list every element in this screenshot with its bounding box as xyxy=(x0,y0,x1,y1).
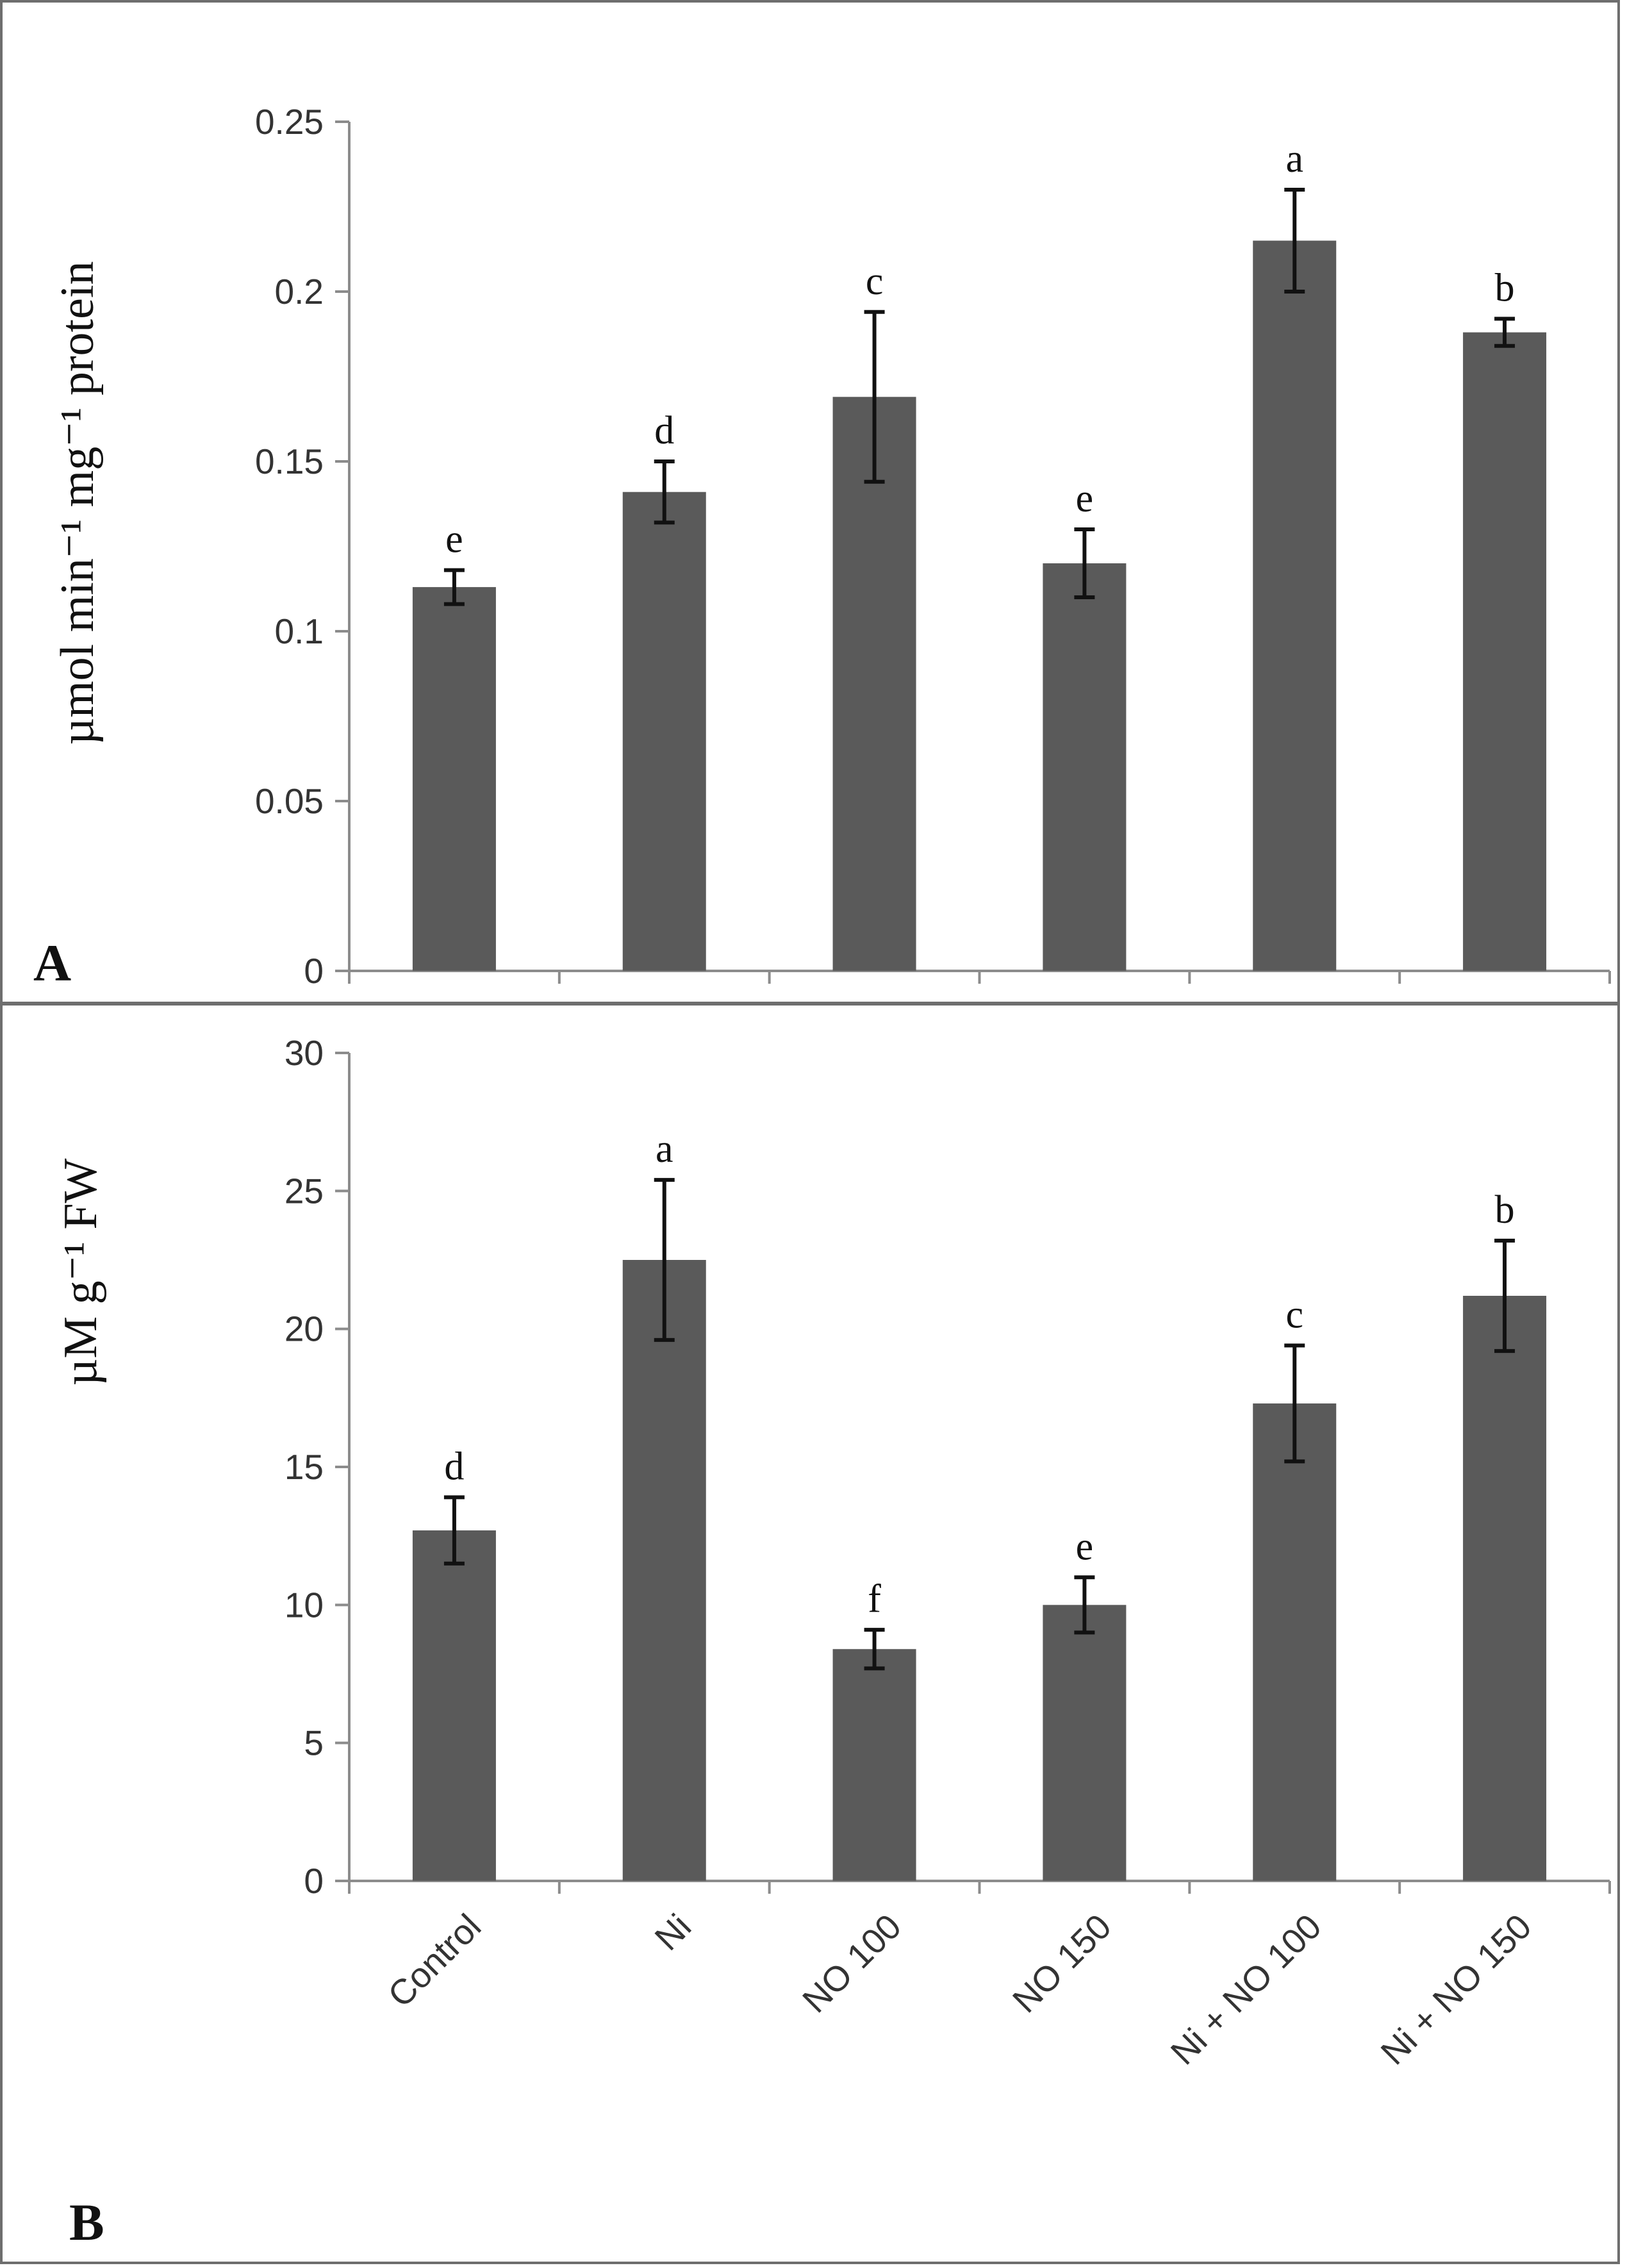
panel-a-y-tick-label: 0.15 xyxy=(255,442,324,481)
panel-a-error-bar xyxy=(864,310,885,484)
panel-b-y-tick-label: 15 xyxy=(285,1447,324,1487)
panel-b-significance-label: a xyxy=(656,1127,673,1171)
panel-a-y-tick-label: 0.25 xyxy=(255,102,324,142)
panel-a-error-bar xyxy=(1494,317,1515,348)
panel-b-bar xyxy=(832,1649,916,1881)
panel-b-y-tick-label: 0 xyxy=(304,1861,324,1901)
panel-b-y-axis-label: µM g⁻¹ FW xyxy=(54,1159,107,1386)
panel-a-error-bar xyxy=(443,568,465,606)
panel-b-error-bar xyxy=(443,1495,465,1566)
panel-a-frame xyxy=(0,0,1620,1004)
panel-a-label: A xyxy=(33,934,71,992)
panel-b-y-tick-label: 10 xyxy=(285,1585,324,1625)
panel-a-bar xyxy=(1043,563,1127,971)
panel-b-error-bar xyxy=(1074,1575,1095,1635)
panel-a: 0 0.05 0.1 0.15 0.2 0.25 e d c e a b µmol min⁻¹ mg⁻… xyxy=(0,0,1620,1004)
panel-b-y-tick-label: 30 xyxy=(285,1033,324,1073)
panel-a-significance-label: c xyxy=(866,260,884,303)
panel-b-y-tick-label: 25 xyxy=(285,1171,324,1211)
panel-a-y-tick-label: 0.2 xyxy=(275,272,324,311)
panel-b-bar xyxy=(1253,1403,1337,1881)
panel-b-frame xyxy=(0,1003,1620,2264)
panel-b-bar xyxy=(1463,1295,1547,1881)
panel-b-bar xyxy=(1043,1605,1127,1881)
panel-a-significance-label: e xyxy=(445,518,463,561)
panel-a-error-bar xyxy=(1284,188,1305,294)
panel-a-error-bar xyxy=(654,459,675,525)
panel-a-bar xyxy=(1253,240,1337,971)
panel-b-significance-label: f xyxy=(868,1577,881,1621)
panel-a-bar xyxy=(412,587,496,971)
panel-a-significance-label: e xyxy=(1076,477,1094,520)
panel-b-error-bar xyxy=(654,1178,675,1342)
panel-b-error-bar xyxy=(1284,1343,1305,1464)
panel-b-bar xyxy=(622,1260,706,1881)
panel-a-significance-label: a xyxy=(1285,137,1303,181)
panel-a-bar xyxy=(832,397,916,971)
panel-a-plot: 0 0.05 0.1 0.15 0.2 0.25 e d c e a b xyxy=(255,102,1611,991)
panel-b-bar xyxy=(412,1530,496,1881)
panel-a-error-bar xyxy=(1074,527,1095,599)
panel-a-y-tick-label: 0.05 xyxy=(255,781,324,821)
panel-b-significance-label: d xyxy=(444,1444,464,1488)
panel-b-error-bar xyxy=(1494,1238,1515,1353)
panel-b-significance-label: e xyxy=(1076,1525,1094,1568)
panel-b-label: B xyxy=(69,2193,104,2251)
panel-b-y-tick-label: 5 xyxy=(304,1723,324,1763)
panel-a-significance-label: d xyxy=(654,409,674,452)
panel-b-significance-label: b xyxy=(1495,1188,1515,1232)
panel-a-significance-label: b xyxy=(1495,266,1515,310)
panel-b-significance-label: c xyxy=(1285,1293,1303,1337)
panel-a-bar xyxy=(622,492,706,971)
panel-a-y-tick-label: 0.1 xyxy=(275,611,324,651)
panel-a-bar xyxy=(1463,332,1547,971)
panel-a-y-axis-label: µmol min⁻¹ mg⁻¹ protein xyxy=(51,261,104,745)
panel-a-y-tick-label: 0 xyxy=(304,951,324,991)
panel-b-y-tick-label: 20 xyxy=(285,1309,324,1349)
panel-b-error-bar xyxy=(864,1628,885,1671)
